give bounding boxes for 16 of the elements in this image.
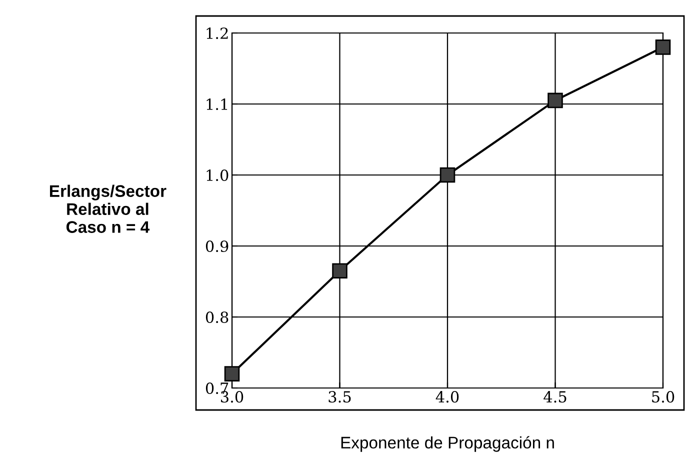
point [224, 366, 240, 382]
point [440, 167, 456, 183]
y-tick-label: 0.8 [206, 311, 228, 324]
y-tick-label: 1.2 [206, 27, 228, 40]
x-axis-title: Exponente de Propagación n [341, 436, 554, 452]
y-tick-label: 1.0 [206, 169, 228, 182]
x-tick-label: 4.5 [544, 391, 566, 403]
y-tick-label: 0.9 [206, 240, 228, 252]
y-axis-title: Erlangs/Sector Relativo al Caso n = 4 [50, 184, 166, 233]
x-tick-label: 3.5 [328, 391, 351, 403]
point [548, 92, 563, 108]
y-tick-label: 1.1 [206, 98, 228, 110]
point [332, 263, 348, 278]
x-tick-label: 5.0 [652, 391, 674, 403]
x-tick-label: 4.0 [436, 391, 459, 403]
point [655, 40, 671, 55]
